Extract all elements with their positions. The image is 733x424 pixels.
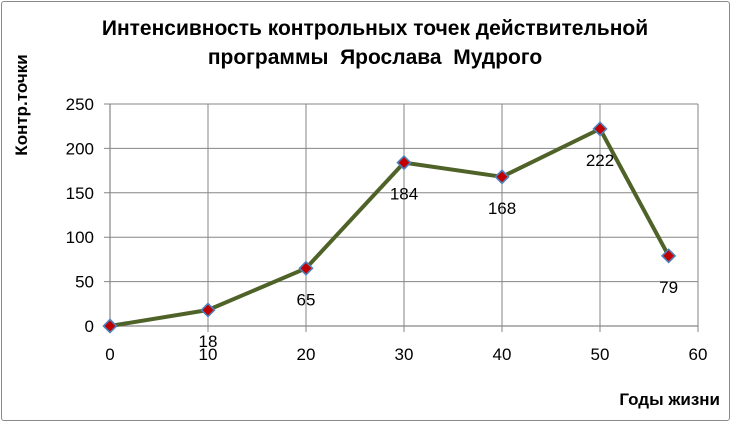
data-label: 184 (390, 185, 418, 204)
series-line (108, 126, 671, 328)
x-tick-label: 50 (591, 345, 610, 364)
data-label: 79 (659, 278, 678, 297)
data-point-marker (102, 318, 118, 334)
data-label: 222 (586, 151, 614, 170)
x-tick-label: 0 (105, 345, 114, 364)
y-tick-label: 0 (85, 317, 94, 336)
chart-title-line-1: Интенсивность контрольных точек действит… (101, 17, 649, 40)
x-tick-label: 20 (297, 345, 316, 364)
data-label: 65 (297, 290, 316, 309)
data-point-marker (592, 121, 608, 137)
data-label: 18 (199, 332, 218, 351)
y-tick-label: 100 (66, 228, 94, 247)
data-point-marker (298, 260, 314, 276)
chart-title-line-2: программы Ярослава Мудрого (207, 46, 543, 69)
data-point-marker (494, 169, 510, 185)
data-label: 168 (488, 199, 516, 218)
y-tick-label: 250 (66, 95, 94, 114)
y-tick-label: 150 (66, 184, 94, 203)
data-point-marker (660, 248, 677, 264)
x-tick-label: 40 (493, 345, 512, 364)
data-point-marker (396, 154, 412, 171)
x-tick-label: 60 (689, 345, 708, 364)
x-axis-title: Годы жизни (619, 390, 720, 409)
data-point-marker (200, 302, 216, 318)
y-tick-label: 200 (66, 139, 94, 158)
x-tick-label: 10 (199, 345, 218, 364)
x-tick-label: 30 (395, 345, 414, 364)
y-tick-label: 50 (75, 273, 94, 292)
chart-title: Интенсивность контрольных точек действит… (60, 14, 690, 72)
